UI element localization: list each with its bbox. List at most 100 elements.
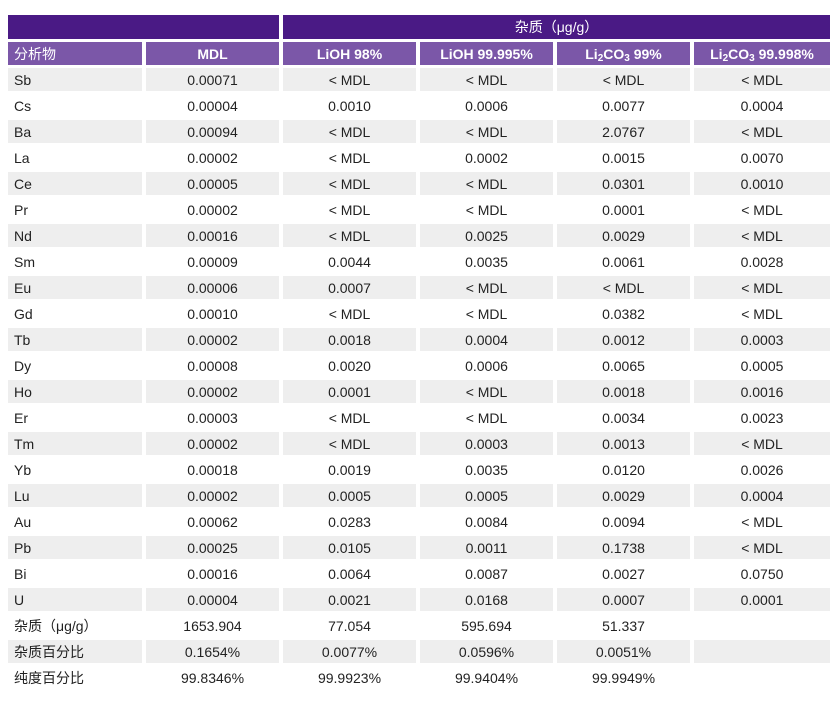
value-cell: 0.0005 — [740, 357, 784, 374]
value-cell: < MDL — [283, 120, 416, 143]
value-cell: 0.00004 — [146, 588, 279, 611]
analyte-cell: Er — [14, 409, 28, 426]
table-row: Ba 0.00094 < MDL < MDL 2.0767 < MDL — [8, 120, 830, 143]
table-row: Sm 0.00009 0.0044 0.0035 0.0061 0.0028 — [8, 250, 830, 273]
value-cell: < MDL — [328, 409, 371, 426]
column-header-text: 99.998% — [754, 45, 814, 62]
value-cell: < MDL — [741, 305, 783, 322]
analyte-cell: Au — [14, 513, 32, 530]
value-cell: 2.0767 — [557, 120, 690, 143]
column-header: LiOH 98% — [283, 42, 416, 65]
value-cell: < MDL — [465, 201, 508, 218]
value-cell: 0.0283 — [328, 513, 371, 530]
analyte-cell: 纯度百分比 — [14, 669, 84, 686]
column-header-text: CO — [728, 45, 750, 62]
table-row: Cs 0.00004 0.0010 0.0006 0.0077 0.0004 — [8, 94, 830, 117]
analyte-cell: Sm — [14, 253, 35, 270]
analyte-cell: Pr — [14, 201, 28, 218]
value-cell: 0.0087 — [465, 565, 508, 582]
table-row: La 0.00002 < MDL 0.0002 0.0015 0.0070 — [8, 146, 830, 169]
value-cell: 0.0084 — [465, 513, 508, 530]
value-cell: 0.0001 — [283, 380, 416, 403]
table-row: Au 0.00062 0.0283 0.0084 0.0094 < MDL — [8, 510, 830, 533]
value-cell: < MDL — [283, 172, 416, 195]
value-cell: < MDL — [694, 276, 830, 299]
column-header-text: Li — [710, 45, 723, 62]
column-header-text: LiOH 98% — [316, 45, 383, 62]
table-row: Bi 0.00016 0.0064 0.0087 0.0027 0.0750 — [8, 562, 830, 585]
value-cell: 0.0012 — [557, 328, 690, 351]
value-cell: 0.00004 — [187, 97, 238, 114]
column-header: 分析物 — [8, 42, 142, 65]
value-cell: 0.00002 — [146, 432, 279, 455]
table-row: Dy 0.00008 0.0020 0.0006 0.0065 0.0005 — [8, 354, 830, 377]
column-header-text: LiOH 99.995% — [440, 45, 533, 62]
value-cell: 0.0023 — [740, 409, 784, 426]
column-header-text: Li — [585, 45, 598, 62]
value-cell: < MDL — [283, 68, 416, 91]
value-cell: 0.0004 — [740, 97, 784, 114]
value-cell: 0.0011 — [420, 536, 553, 559]
value-cell: 0.0006 — [465, 97, 508, 114]
table-row: Sb 0.00071 < MDL < MDL < MDL < MDL — [8, 68, 830, 91]
value-cell: 0.00005 — [146, 172, 279, 195]
analyte-cell: Tm — [8, 432, 142, 455]
value-cell: < MDL — [420, 380, 553, 403]
table-row: Eu 0.00006 0.0007 < MDL < MDL < MDL — [8, 276, 830, 299]
value-cell: 0.00002 — [187, 149, 238, 166]
value-cell: 0.0025 — [420, 224, 553, 247]
table-row: Pr 0.00002 < MDL < MDL 0.0001 < MDL — [8, 198, 830, 221]
value-cell: 0.0077 — [602, 97, 645, 114]
value-cell: < MDL — [694, 432, 830, 455]
table-row: 纯度百分比 99.8346% 99.9923% 99.9404% 99.9949% — [8, 666, 830, 689]
value-cell: < MDL — [328, 149, 371, 166]
value-cell: < MDL — [328, 305, 371, 322]
value-cell: 0.0596% — [420, 640, 553, 663]
column-header-text: 99% — [629, 45, 662, 62]
group-header-row: 杂质（μg/g） — [8, 15, 830, 39]
column-header-row: 分析物 MDL LiOH 98% LiOH 99.995% Li2CO3 99% Li2C… — [8, 42, 830, 65]
table-row: Lu 0.00002 0.0005 0.0005 0.0029 0.0004 — [8, 484, 830, 507]
value-cell: 0.0004 — [694, 484, 830, 507]
table-row: Er 0.00003 < MDL < MDL 0.0034 0.0023 — [8, 406, 830, 429]
column-header-text: 分析物 — [14, 45, 56, 62]
value-cell: 0.0019 — [328, 461, 371, 478]
value-cell: 0.0001 — [694, 588, 830, 611]
blank-header-cell — [8, 15, 279, 39]
analyte-cell: Pb — [8, 536, 142, 559]
value-cell: 0.0010 — [694, 172, 830, 195]
value-cell: < MDL — [283, 432, 416, 455]
value-cell: 0.0094 — [602, 513, 645, 530]
value-cell: 0.0051% — [557, 640, 690, 663]
column-header: Li2CO3 99.998% — [694, 42, 830, 65]
column-header-text: 2 — [597, 52, 604, 64]
analyte-cell: Gd — [14, 305, 33, 322]
value-cell: 0.0021 — [283, 588, 416, 611]
value-cell: 0.0168 — [420, 588, 553, 611]
column-header: LiOH 99.995% — [420, 42, 553, 65]
value-cell: 0.0750 — [740, 565, 784, 582]
value-cell: 0.0027 — [602, 565, 645, 582]
analyte-cell: Bi — [14, 565, 27, 582]
value-cell: < MDL — [694, 120, 830, 143]
value-cell: 0.00018 — [187, 461, 238, 478]
table-body: Sb 0.00071 < MDL < MDL < MDL < MDL Cs 0.00004 0.… — [8, 68, 830, 689]
analyte-cell: Cs — [14, 97, 32, 114]
value-cell — [694, 614, 830, 637]
table-row: Ho 0.00002 0.0001 < MDL 0.0018 0.0016 — [8, 380, 830, 403]
value-cell: 0.0034 — [602, 409, 645, 426]
table-row: Gd 0.00010 < MDL < MDL 0.0382 < MDL — [8, 302, 830, 325]
analyte-cell: Yb — [14, 461, 32, 478]
value-cell: 0.0105 — [283, 536, 416, 559]
value-cell: 0.00071 — [146, 68, 279, 91]
value-cell: 0.0015 — [602, 149, 645, 166]
value-cell: < MDL — [465, 409, 508, 426]
value-cell: 0.0001 — [602, 201, 645, 218]
value-cell: < MDL — [557, 68, 690, 91]
value-cell: 0.0026 — [740, 461, 784, 478]
value-cell: 0.0028 — [740, 253, 784, 270]
analyte-cell: Lu — [8, 484, 142, 507]
value-cell: 51.337 — [602, 617, 645, 634]
value-cell: 99.9923% — [317, 669, 382, 686]
value-cell: 0.00003 — [187, 409, 238, 426]
